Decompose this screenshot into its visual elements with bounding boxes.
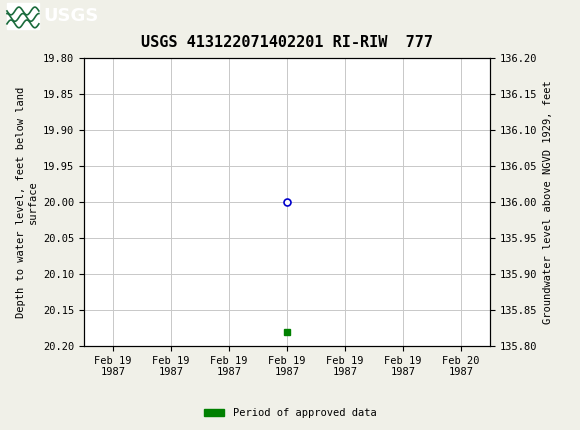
Y-axis label: Depth to water level, feet below land
surface: Depth to water level, feet below land su…: [16, 86, 38, 318]
Bar: [7, 3, 39, 29]
Title: USGS 413122071402201 RI-RIW  777: USGS 413122071402201 RI-RIW 777: [141, 35, 433, 50]
Text: USGS: USGS: [44, 7, 99, 25]
Legend: Period of approved data: Period of approved data: [200, 404, 380, 423]
Y-axis label: Groundwater level above NGVD 1929, feet: Groundwater level above NGVD 1929, feet: [543, 80, 553, 324]
